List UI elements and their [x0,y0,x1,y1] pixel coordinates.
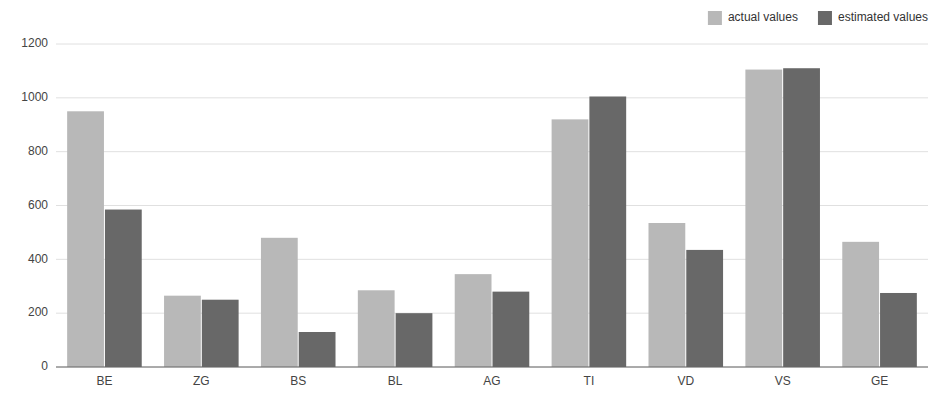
page: {"chart_data": {"type": "bar", "categori… [0,0,944,401]
x-tick-label: BE [96,374,112,388]
bar [164,296,201,367]
bar [299,332,336,367]
bar [358,290,395,367]
bar [648,223,685,367]
y-tick-label: 200 [28,305,48,319]
bar [396,313,433,367]
bar [745,70,782,367]
x-tick-label: BS [290,374,306,388]
bar [105,210,142,367]
legend-label: actual values [728,10,798,24]
x-tick-label: GE [871,374,888,388]
bar [686,250,723,367]
legend-swatch [708,11,722,25]
bar [880,293,917,367]
bar [783,68,820,367]
y-axis: 0 200 400 600 800 1000 1200 [21,36,48,373]
bar [261,238,298,367]
legend-swatch [818,11,832,25]
x-tick-label: ZG [193,374,210,388]
x-axis: BE ZG BS BL AG TI VD VS GE [56,367,928,388]
chart-container: 0 200 400 600 800 1000 1200 BE ZG BS BL AG TI VD VS GE a… [0,0,944,401]
chart-svg: 0 200 400 600 800 1000 1200 BE ZG BS BL AG TI VD VS GE a… [0,0,944,401]
x-tick-label: VD [677,374,694,388]
bars [67,68,917,367]
legend-label: estimated values [838,10,928,24]
y-tick-label: 400 [28,252,48,266]
x-tick-label: AG [483,374,500,388]
bar [493,292,530,367]
y-tick-label: 800 [28,144,48,158]
y-tick-label: 1200 [21,36,48,50]
bar [552,119,589,367]
y-tick-label: 0 [41,359,48,373]
legend: actual values estimated values [708,10,928,25]
grid [56,44,928,367]
grid-line [56,367,928,368]
y-tick-label: 1000 [21,90,48,104]
legend-item: estimated values [818,10,928,25]
bar-series [67,70,879,367]
bar [202,300,239,367]
x-tick-label: VS [775,374,791,388]
x-axis-line [56,367,928,368]
x-tick-label: TI [584,374,595,388]
bar [67,111,104,367]
bar [589,96,626,367]
bar-series [105,68,917,367]
y-tick-label: 600 [28,198,48,212]
legend-item: actual values [708,10,798,25]
x-tick-label: BL [388,374,403,388]
grid-line [56,44,928,45]
bar [455,274,492,367]
bar [842,242,879,367]
